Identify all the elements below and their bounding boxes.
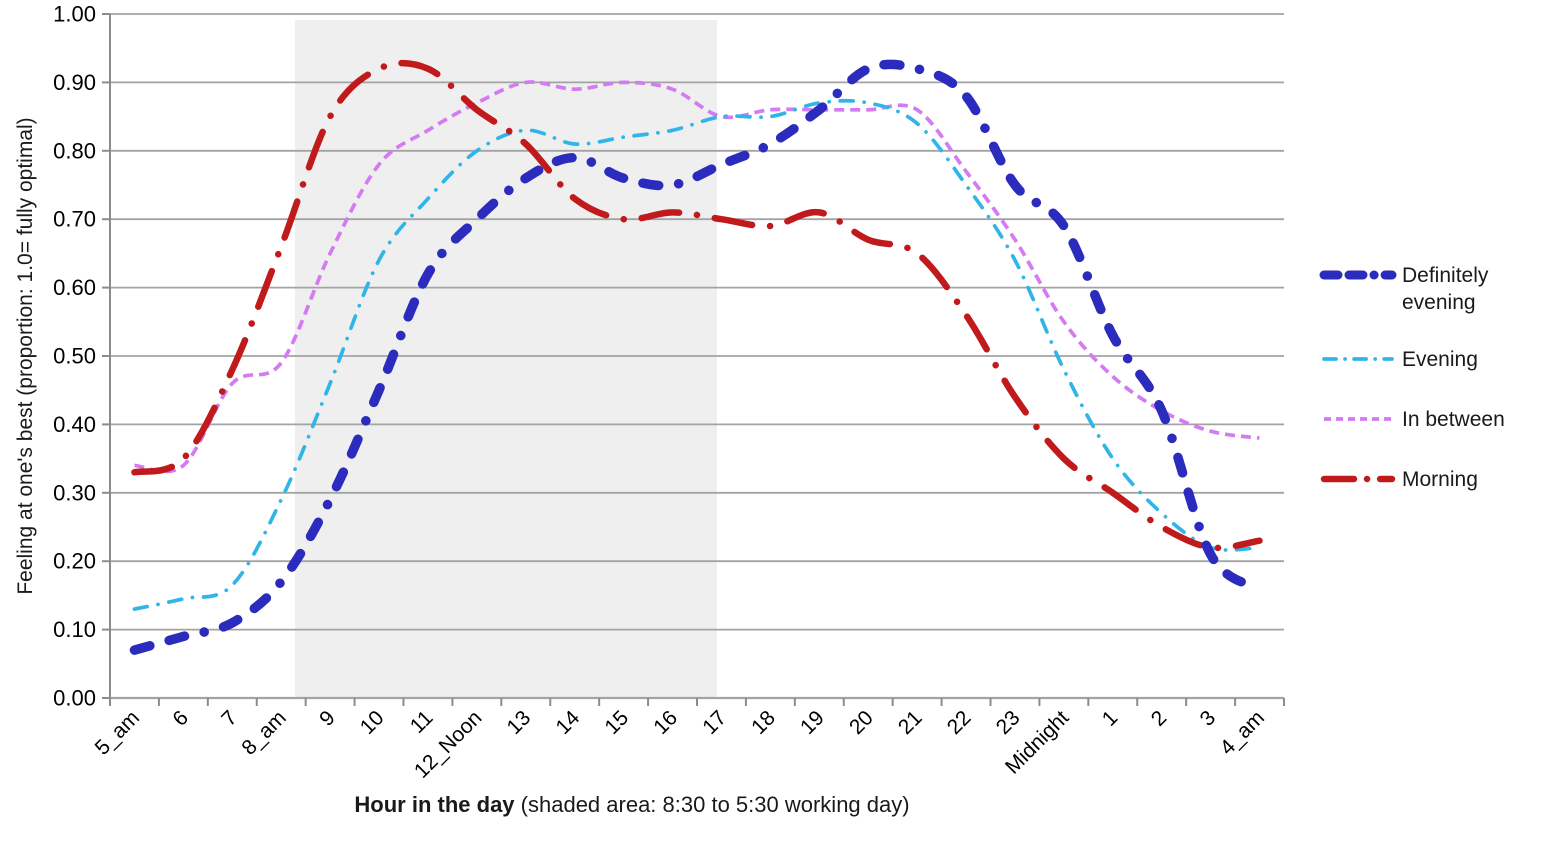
x-tick-label: 9: [315, 706, 340, 731]
legend-label: Morning: [1402, 468, 1478, 491]
x-tick-label: 7: [217, 706, 242, 731]
legend-item-evening: Evening: [1318, 346, 1546, 373]
x-tick-label: 16: [649, 706, 682, 739]
y-tick-label: 0.60: [53, 275, 96, 300]
x-axis-title-main: Hour in the day: [354, 792, 515, 817]
y-tick-label: 0.80: [53, 138, 96, 163]
x-tick-label: 5_am: [91, 706, 144, 759]
y-tick-label: 0.30: [53, 480, 96, 505]
legend-label: Evening: [1402, 348, 1478, 371]
y-axis: 0.00 0.10 0.20 0.30 0.40 0.50 0.60 0.70 0.80 0.90…: [53, 2, 111, 711]
legend-label: Definitely evening: [1402, 264, 1489, 314]
y-tick-label: 0.90: [53, 70, 96, 95]
x-tick-label: 18: [747, 706, 780, 739]
y-tick-label: 0.20: [53, 549, 96, 574]
series-line-in-between: [134, 80, 1260, 474]
y-tick-label: 0.70: [53, 207, 96, 232]
legend-marker-morning: [1320, 475, 1396, 483]
x-tick-label: 2: [1147, 706, 1172, 731]
x-tick-label: 21: [894, 706, 927, 739]
x-tick-label: 15: [600, 706, 633, 739]
x-tick-label: 13: [503, 706, 536, 739]
x-tick-label: 10: [356, 706, 389, 739]
legend-marker-evening: [1322, 357, 1394, 361]
x-tick-label: 3: [1196, 706, 1221, 731]
y-tick-label: 0.40: [53, 412, 96, 437]
y-tick-label: 0.10: [53, 617, 96, 642]
x-tick-label: 23: [992, 706, 1025, 739]
series-line-morning: [131, 59, 1263, 552]
x-tick-label: 4_am: [1216, 706, 1269, 759]
y-tick-label: 0.00: [53, 686, 96, 711]
y-tick-label: 1.00: [53, 2, 96, 27]
legend-label: In between: [1402, 408, 1505, 431]
series-line-evening: [132, 98, 1262, 611]
x-tick-label: 14: [551, 706, 584, 739]
x-axis-title-note: (shaded area: 8:30 to 5:30 working day): [514, 792, 910, 817]
x-tick-label: 17: [698, 706, 731, 739]
series-line-definitely-evening: [129, 59, 1265, 655]
y-tick-label: 0.50: [53, 344, 96, 369]
x-tick-label: 1: [1098, 706, 1123, 731]
legend-item-morning: Morning: [1318, 466, 1546, 493]
gridlines: [110, 13, 1284, 700]
legend-marker-in-between: [1324, 417, 1392, 421]
x-axis-title: Hour in the day (shaded area: 8:30 to 5:…: [0, 792, 1264, 818]
shaded-working-hours-band: [295, 20, 717, 698]
x-tick-label: 8_am: [237, 706, 290, 759]
legend-item-in-between: In between: [1318, 406, 1546, 433]
x-tick-label: 19: [796, 706, 829, 739]
legend-item-definitely-evening: Definitely evening: [1318, 262, 1546, 316]
x-tick-label: 22: [943, 706, 976, 739]
legend-marker-definitely-evening: [1319, 270, 1397, 280]
x-tick-label: 11: [406, 706, 438, 738]
x-tick-label: 6: [168, 706, 193, 731]
legend: Definitely evening Evening In between Morni…: [1318, 262, 1546, 523]
x-tick-label: 20: [845, 706, 878, 739]
y-axis-title: Feeling at one's best (proportion: 1.0= …: [14, 117, 37, 595]
